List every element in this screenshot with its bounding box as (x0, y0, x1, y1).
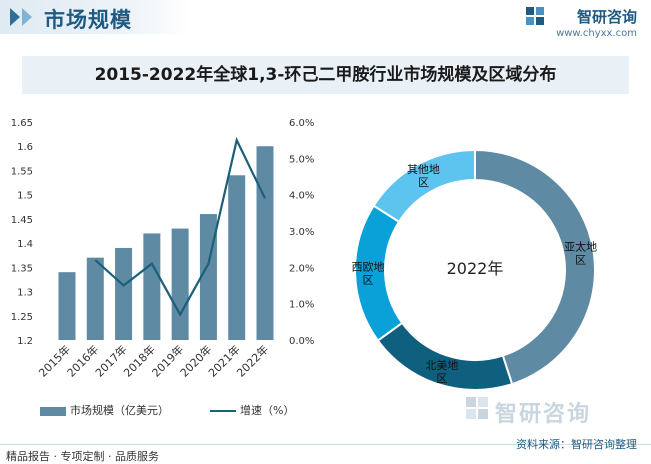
source-note: 资料来源：智研咨询整理 (516, 438, 637, 451)
legend-item-bar: 市场规模（亿美元） (40, 402, 169, 418)
chevron-icon (10, 8, 20, 26)
watermark-name: 智研咨询 (495, 402, 592, 427)
bar (256, 146, 274, 340)
left-axis-tick: 1.55 (11, 166, 33, 177)
donut-slice-label: 西欧地区 (352, 260, 385, 286)
left-axis-tick: 1.45 (11, 215, 33, 226)
legend-label-line: 增速（%） (240, 404, 295, 417)
left-axis-tick: 1.2 (17, 336, 33, 347)
bar (115, 247, 133, 340)
bar (58, 272, 76, 340)
bar (171, 228, 189, 340)
left-axis-tick: 1.3 (17, 288, 33, 299)
chart-title: 2015-2022年全球1,3-环己二甲胺行业市场规模及区域分布 (94, 65, 557, 85)
brand-logo-icon (526, 7, 544, 25)
right-axis-tick: 4.0% (289, 191, 314, 202)
left-axis-tick: 1.6 (17, 142, 33, 153)
donut-slice (372, 148, 476, 224)
left-axis-tick: 1.5 (17, 191, 33, 202)
legend-swatch-bar (40, 406, 66, 416)
chart-title-band: 2015-2022年全球1,3-环己二甲胺行业市场规模及区域分布 (22, 56, 629, 94)
left-axis-tick: 1.65 (11, 118, 33, 129)
bar (143, 233, 161, 340)
footer-divider (0, 444, 651, 445)
right-axis-tick: 6.0% (289, 118, 314, 129)
brand: 智研咨询 www.chyxx.com (507, 4, 637, 40)
bar (228, 175, 246, 340)
section-title-bar: 市场规模 (0, 0, 190, 34)
left-y-axis: 1.2 1.25 1.3 1.35 1.4 1.45 1.5 1.55 1.6 1.65 (11, 118, 33, 347)
section-title: 市场规模 (44, 8, 132, 32)
legend-item-line: 增速（%） (210, 402, 294, 418)
brand-name: 智研咨询 (576, 8, 637, 26)
right-axis-tick: 2.0% (289, 263, 314, 274)
left-axis-tick: 1.4 (17, 239, 33, 250)
bar (86, 257, 104, 340)
chevron-icon (22, 8, 32, 26)
donut-slice (474, 148, 596, 386)
right-axis-tick: 0.0% (289, 336, 314, 347)
brand-url: www.chyxx.com (556, 28, 637, 39)
right-axis-tick: 3.0% (289, 227, 314, 238)
x-axis-tick: 2022年 (234, 342, 271, 379)
legend-label-bar: 市场规模（亿美元） (70, 404, 169, 417)
donut-center-label: 2022年 (447, 259, 504, 278)
bar-series (58, 146, 274, 340)
page-header: 市场规模 智研咨询 www.chyxx.com (0, 0, 651, 44)
growth-line (94, 136, 266, 317)
right-y-axis: 0.0% 1.0% 2.0% 3.0% 4.0% 5.0% 6.0% (289, 118, 314, 347)
combo-chart: 1.2 1.25 1.3 1.35 1.4 1.45 1.5 1.55 1.6 1.65 0.0%… (11, 118, 315, 380)
right-axis-tick: 1.0% (289, 300, 314, 311)
right-axis-tick: 5.0% (289, 154, 314, 165)
legend-swatch-line (210, 410, 236, 412)
footer-tagline: 精品报告 · 专项定制 · 品质服务 (6, 450, 159, 463)
donut-slice-label: 其他地区 (407, 163, 440, 189)
donut-slice-label: 亚太地区 (564, 240, 597, 266)
watermark-logo-icon (466, 397, 488, 419)
donut-slice-label: 北美地区 (425, 359, 458, 385)
left-axis-tick: 1.35 (11, 263, 33, 274)
left-axis-tick: 1.25 (11, 312, 33, 323)
donut-slices (354, 148, 596, 391)
